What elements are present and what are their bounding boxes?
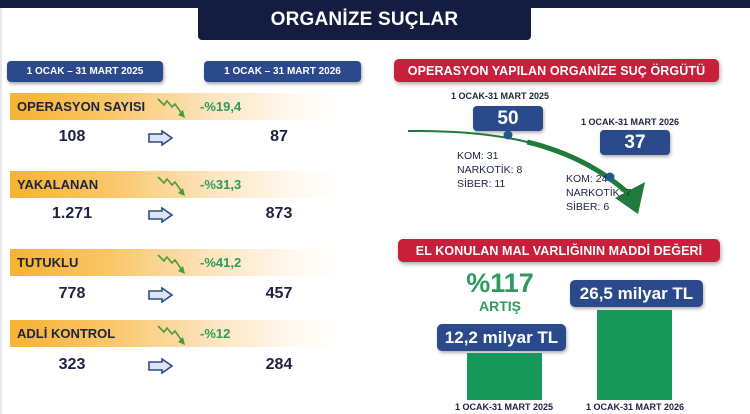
metric-bar-tutuklu: TUTUKLU -%41,2 (10, 249, 340, 276)
metric-change: -%31,3 (200, 177, 242, 192)
increase-word: ARTIŞ (479, 298, 521, 314)
metric-bar-adli-kontrol: ADLİ KONTROL -%12 (10, 320, 340, 347)
asset-value-2025: 12,2 milyar TL (437, 324, 566, 351)
metric-value-2026: 457 (265, 285, 293, 302)
metric-label: TUTUKLU (17, 255, 79, 270)
metric-value-2026: 873 (265, 205, 293, 222)
org-total-2025: 50 (473, 106, 543, 131)
siber-count: SİBER: 6 (566, 201, 610, 213)
metric-label: ADLİ KONTROL (17, 326, 116, 341)
asset-period-2026: 1 OCAK-31 MART 2026 (585, 402, 685, 412)
trend-down-icon (157, 325, 185, 345)
asset-period-2025: 1 OCAK-31 MART 2025 (454, 402, 554, 412)
trend-down-icon (157, 176, 185, 196)
page-title: ORGANİZE SUÇLAR (270, 9, 459, 30)
trend-down-icon (157, 254, 185, 274)
metric-bar-yakalanan: YAKALANAN -%31,3 (10, 171, 340, 198)
arrow-right-icon (148, 358, 174, 374)
arrow-right-icon (148, 287, 174, 303)
metric-value-2026: 87 (270, 128, 288, 145)
page-title-tab: ORGANİZE SUÇLAR (198, 0, 531, 40)
kom-count: KOM: 31 (457, 150, 499, 162)
org-period-2026: 1 OCAK-31 MART 2026 (580, 117, 680, 127)
metric-change: -%19,4 (200, 99, 242, 114)
metric-bar-operasyon: OPERASYON SAYISI -%19,4 (10, 93, 340, 120)
arrow-right-icon (148, 207, 174, 223)
period-pill-2025: 1 OCAK – 31 MART 2025 (7, 61, 163, 82)
siber-count: SİBER: 11 (457, 178, 506, 190)
metric-value-2025: 108 (58, 128, 86, 145)
metric-value-2026: 284 (265, 356, 293, 373)
asset-bar-2026 (597, 310, 672, 400)
org-breakdown-2026: KOM: 24 NARKOTİK: 7 SİBER: 6 (566, 172, 631, 214)
asset-value-2026: 26,5 milyar TL (570, 280, 703, 307)
metric-value-2025: 1.271 (51, 205, 93, 222)
increase-percent: %117 (466, 268, 534, 298)
metric-change: -%41,2 (200, 255, 242, 270)
metric-value-2025: 778 (58, 285, 86, 302)
period-pill-2026: 1 OCAK – 31 MART 2026 (204, 61, 361, 82)
trend-curve (407, 128, 645, 214)
organizations-header: OPERASYON YAPILAN ORGANİZE SUÇ ÖRGÜTÜ (394, 59, 719, 82)
org-total-2026: 37 (600, 130, 670, 155)
narkotik-count: NARKOTİK: 7 (566, 187, 632, 199)
assets-header: EL KONULAN MAL VARLIĞININ MADDİ DEĞERİ (398, 239, 720, 262)
org-breakdown-2025: KOM: 31 NARKOTİK: 8 SİBER: 11 (457, 149, 522, 191)
metric-label: YAKALANAN (17, 177, 99, 192)
asset-bar-2025 (467, 353, 542, 400)
left-border (0, 8, 2, 414)
kom-count: KOM: 24 (566, 173, 608, 185)
metric-label: OPERASYON SAYISI (17, 99, 146, 114)
metric-value-2025: 323 (58, 356, 86, 373)
metric-change: -%12 (200, 326, 231, 341)
org-period-2025: 1 OCAK-31 MART 2025 (450, 91, 550, 101)
arrow-right-icon (148, 130, 174, 146)
narkotik-count: NARKOTİK: 8 (457, 164, 523, 176)
trend-down-icon (157, 98, 185, 118)
